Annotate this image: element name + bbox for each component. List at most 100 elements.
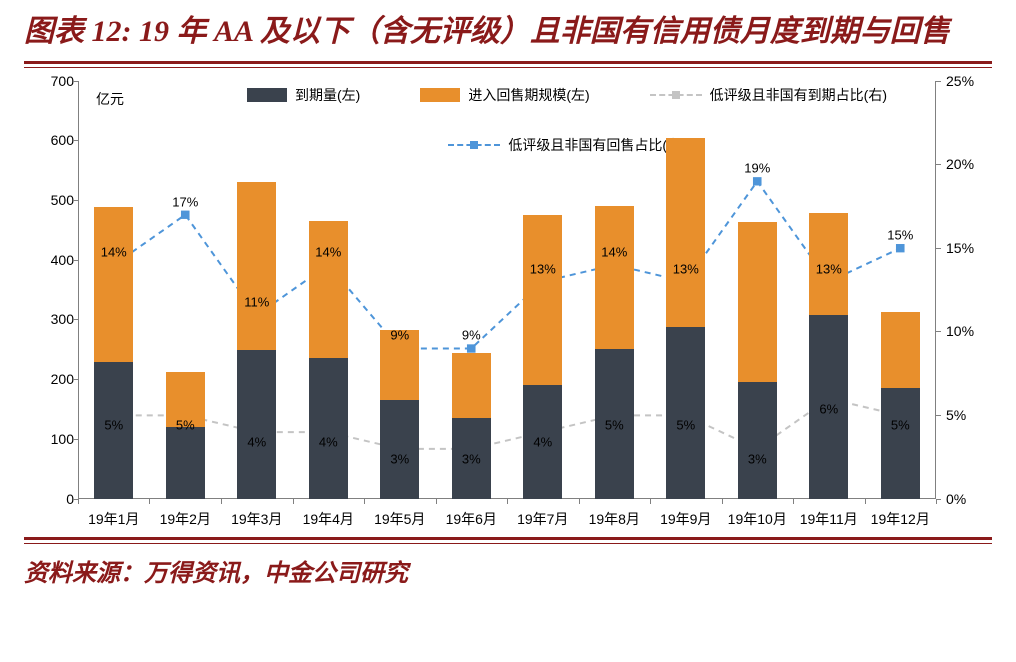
- legend-label-line-a: 低评级且非国有到期占比(右): [710, 85, 887, 105]
- bar-group: [666, 138, 705, 498]
- chart-title: 图表 12: 19 年 AA 及以下（含无评级）且非国有信用债月度到期与回售: [24, 12, 992, 53]
- swatch-line-b: [448, 144, 500, 146]
- y-left-tick-label: 500: [24, 192, 74, 208]
- rule-thick: [24, 61, 992, 64]
- y-right-tick-label: 5%: [946, 407, 998, 423]
- line-putback-share-marker: [181, 210, 190, 218]
- x-tick: [936, 499, 937, 504]
- swatch-bar-a: [247, 88, 287, 102]
- rule-thin: [24, 543, 992, 544]
- y-right-tick: [936, 81, 941, 82]
- y-right-tick-label: 0%: [946, 491, 998, 507]
- legend-label-line-b: 低评级且非国有回售占比(右): [508, 135, 685, 155]
- rule-thin: [24, 67, 992, 68]
- y-axis-right-labels: 0%5%10%15%20%25%: [940, 81, 992, 499]
- y-axis-left: [78, 81, 79, 499]
- swatch-bar-b: [420, 88, 460, 102]
- x-tick-label: 19年2月: [150, 503, 222, 533]
- legend-bar-b: 进入回售期规模(左): [420, 85, 589, 105]
- y-left-tick: [73, 81, 78, 82]
- y-left-tick: [73, 379, 78, 380]
- y-left-tick: [73, 200, 78, 201]
- bar-maturity: [666, 327, 705, 499]
- legend-label-bar-a: 到期量(左): [295, 85, 360, 105]
- bar-maturity: [738, 382, 777, 498]
- chart-title-wrap: 图表 12: 19 年 AA 及以下（含无评级）且非国有信用债月度到期与回售: [0, 0, 1016, 61]
- bar-putback: [738, 222, 777, 382]
- swatch-line-a: [650, 94, 702, 96]
- plot-region: 亿元 到期量(左) 进入回售期规模(左) 低评级且非国有到期占比(右) 低评级且…: [78, 81, 936, 499]
- x-tick-label: 19年6月: [436, 503, 508, 533]
- bar-group: [309, 221, 348, 499]
- y-right-tick-label: 25%: [946, 73, 998, 89]
- y-left-tick-label: 400: [24, 252, 74, 268]
- label-putback-share: 9%: [462, 328, 481, 343]
- y-left-tick: [73, 439, 78, 440]
- bar-group: [94, 207, 133, 498]
- plot-inner: 亿元 到期量(左) 进入回售期规模(左) 低评级且非国有到期占比(右) 低评级且…: [78, 81, 936, 499]
- legend-line-b: 低评级且非国有回售占比(右): [448, 135, 685, 155]
- bar-putback: [666, 138, 705, 326]
- bar-maturity: [809, 315, 848, 499]
- y-left-tick-label: 200: [24, 371, 74, 387]
- x-tick-label: 19年4月: [293, 503, 365, 533]
- x-tick-label: 19年9月: [650, 503, 722, 533]
- y-axis-right: [935, 81, 936, 499]
- line-putback-share: [114, 181, 901, 348]
- bar-putback: [809, 213, 848, 315]
- x-tick-label: 19年7月: [507, 503, 579, 533]
- y-left-tick-label: 600: [24, 132, 74, 148]
- bar-group: [809, 213, 848, 498]
- label-putback-share: 17%: [172, 194, 198, 209]
- x-tick-label: 19年3月: [221, 503, 293, 533]
- bar-putback: [380, 330, 419, 400]
- y-right-tick: [936, 331, 941, 332]
- chart-area: 0100200300400500600700 0%5%10%15%20%25% …: [24, 81, 992, 533]
- bar-maturity: [595, 349, 634, 498]
- legend-line-a: 低评级且非国有到期占比(右): [650, 85, 887, 105]
- bar-group: [881, 312, 920, 499]
- y-left-tick: [73, 260, 78, 261]
- y-right-tick-label: 15%: [946, 240, 998, 256]
- bar-putback: [309, 221, 348, 358]
- bar-maturity: [881, 388, 920, 498]
- source-text: 资料来源：万得资讯，中金公司研究: [24, 561, 408, 587]
- bar-putback: [523, 215, 562, 385]
- bar-putback: [595, 206, 634, 349]
- y-right-tick: [936, 248, 941, 249]
- bar-maturity: [309, 358, 348, 498]
- rule-top: [24, 61, 992, 71]
- rule-thick: [24, 537, 992, 540]
- bar-group: [452, 353, 491, 498]
- bar-maturity: [166, 427, 205, 499]
- x-tick-label: 19年8月: [579, 503, 651, 533]
- x-tick-label: 19年5月: [364, 503, 436, 533]
- label-putback-share: 15%: [887, 228, 913, 243]
- line-putback-share-marker: [467, 344, 476, 352]
- bar-group: [166, 372, 205, 499]
- bar-group: [380, 330, 419, 499]
- rule-bottom: [24, 537, 992, 547]
- line-putback-share-marker: [753, 177, 762, 185]
- bar-group: [523, 215, 562, 499]
- bar-putback: [237, 182, 276, 350]
- unit-label: 亿元: [96, 89, 124, 109]
- legend-bar-a: 到期量(左): [247, 85, 360, 105]
- x-tick-label: 19年1月: [78, 503, 150, 533]
- bar-maturity: [523, 385, 562, 498]
- y-left-tick-label: 300: [24, 311, 74, 327]
- line-putback-share-marker: [896, 244, 905, 252]
- bar-putback: [166, 372, 205, 427]
- bar-group: [738, 222, 777, 498]
- legend-label-bar-b: 进入回售期规模(左): [468, 85, 589, 105]
- bar-group: [237, 182, 276, 498]
- bar-maturity: [380, 400, 419, 499]
- bar-maturity: [237, 350, 276, 498]
- x-tick-label: 19年10月: [722, 503, 794, 533]
- y-axis-left-labels: 0100200300400500600700: [24, 81, 74, 499]
- bar-putback: [452, 353, 491, 417]
- bar-maturity: [452, 418, 491, 499]
- bar-putback: [881, 312, 920, 388]
- y-right-tick-label: 20%: [946, 156, 998, 172]
- legend: 到期量(左) 进入回售期规模(左) 低评级且非国有到期占比(右) 低评级且非国有…: [218, 85, 916, 155]
